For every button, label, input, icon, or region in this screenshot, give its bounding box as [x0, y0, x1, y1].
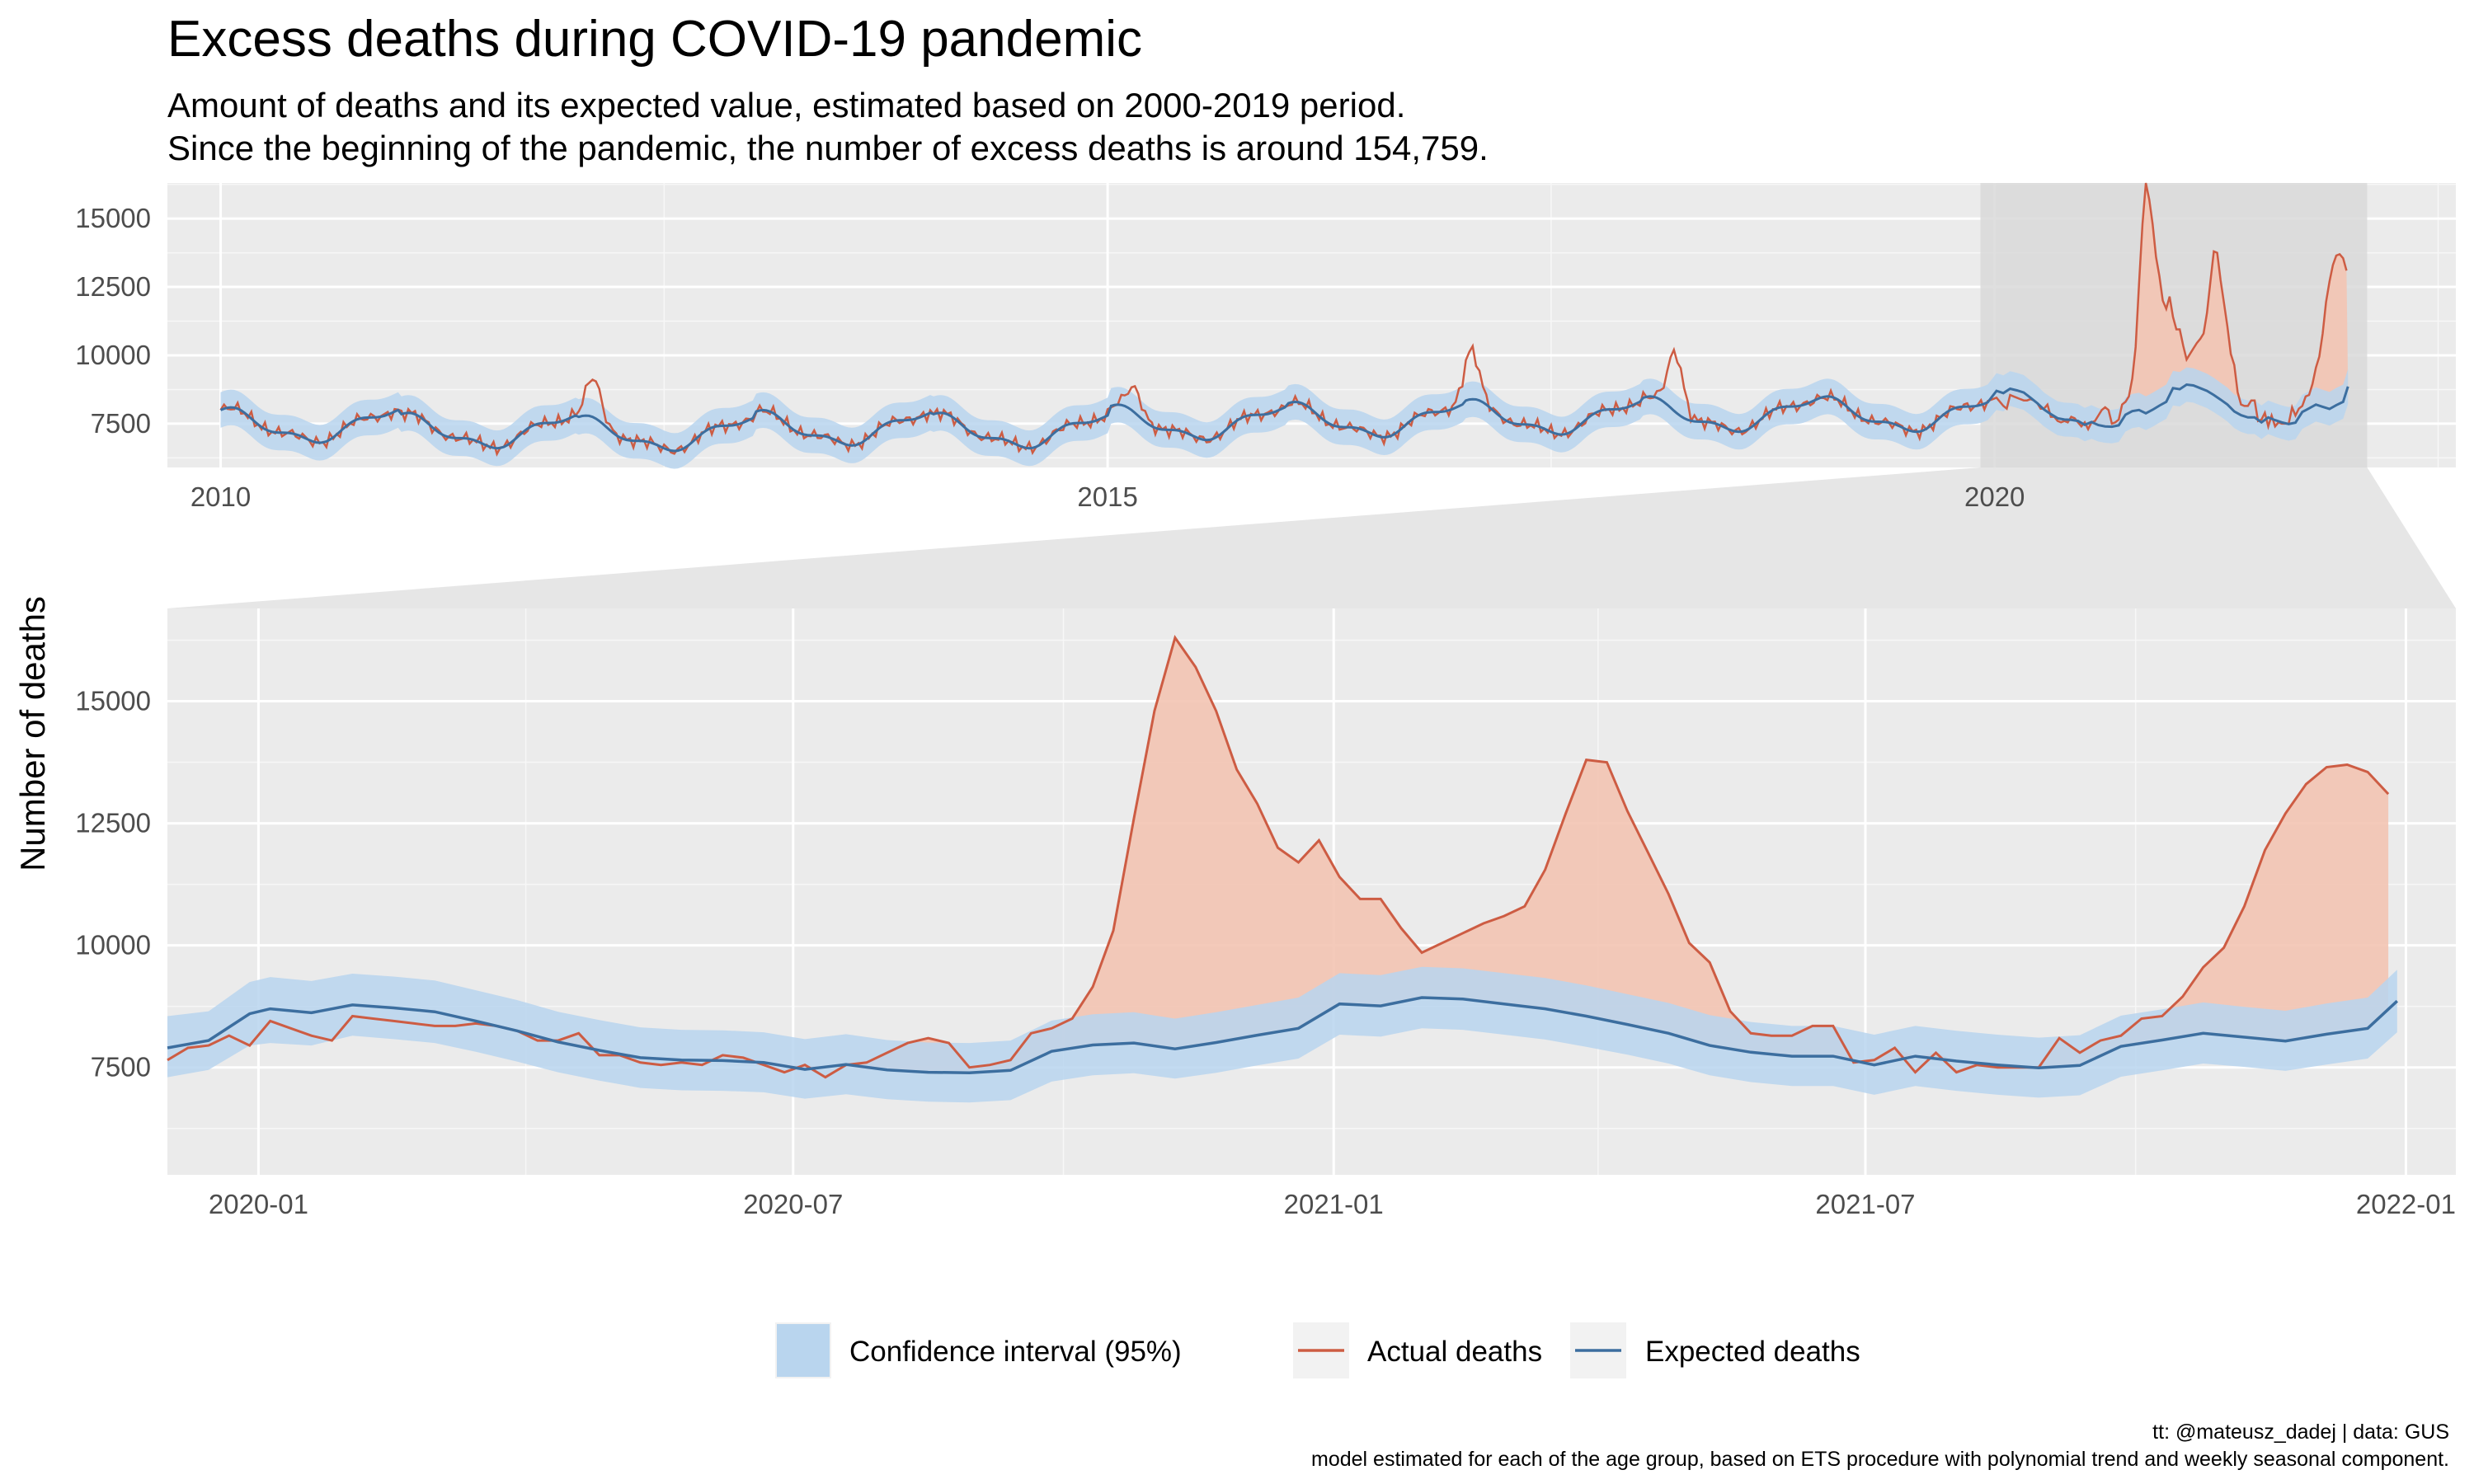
zoom-expected-deaths-line [167, 996, 2398, 1074]
zoom-x-tick-label: 2020-01 [209, 1189, 308, 1219]
caption-line-1: tt: @mateusz_dadej | data: GUS [2152, 1421, 2449, 1444]
overview-confidence-band [220, 367, 2349, 469]
zoom-connector-shape [167, 467, 2456, 608]
legend-key-band [777, 1324, 830, 1377]
overview-panel: 7500 10000 12500 15000 2010 2015 2020 [75, 182, 2456, 512]
zoom-x-tick-label: 2021-01 [1284, 1189, 1384, 1219]
y-axis-title: Number of deaths [13, 596, 52, 871]
caption-line-2: model estimated for each of the age grou… [1311, 1448, 2449, 1471]
overview-y-tick-label: 12500 [75, 271, 151, 302]
zoom-x-tick-label: 2020-07 [743, 1189, 843, 1219]
zoom-y-tick-label: 12500 [75, 808, 151, 838]
legend: Confidence interval (95%) Actual deaths Ex… [775, 1322, 1860, 1378]
zoom-x-tick-label: 2022-01 [2356, 1189, 2456, 1219]
legend-label: Expected deaths [1645, 1336, 1860, 1368]
overview-y-tick-label: 10000 [75, 340, 151, 370]
overview-x-tick-label: 2015 [1077, 481, 1137, 512]
overview-y-tick-label: 15000 [75, 203, 151, 233]
chart-subtitle-line-1: Amount of deaths and its expected value,… [167, 86, 1405, 124]
zoom-y-tick-label: 10000 [75, 930, 151, 960]
zoom-y-tick-label: 15000 [75, 686, 151, 716]
chart-subtitle-line-2: Since the beginning of the pandemic, the… [167, 129, 1489, 167]
zoom-panel: 7500 10000 12500 15000 2020-01 2020-07 2021-01… [75, 608, 2456, 1219]
zoom-connector [167, 467, 2456, 608]
chart-title: Excess deaths during COVID-19 pandemic [167, 11, 1142, 68]
zoom-excess-area [167, 637, 2389, 1073]
zoom-x-tick-label: 2021-07 [1815, 1189, 1915, 1219]
overview-x-tick-label: 2010 [190, 481, 251, 512]
zoom-confidence-band [167, 966, 2397, 1103]
overview-expected-line [219, 383, 2349, 453]
legend-label: Actual deaths [1367, 1336, 1542, 1368]
legend-label: Confidence interval (95%) [849, 1336, 1182, 1368]
zoom-y-tick-label: 7500 [91, 1052, 151, 1082]
overview-x-tick-label: 2020 [1964, 481, 2025, 512]
overview-y-tick-label: 7500 [91, 408, 151, 439]
